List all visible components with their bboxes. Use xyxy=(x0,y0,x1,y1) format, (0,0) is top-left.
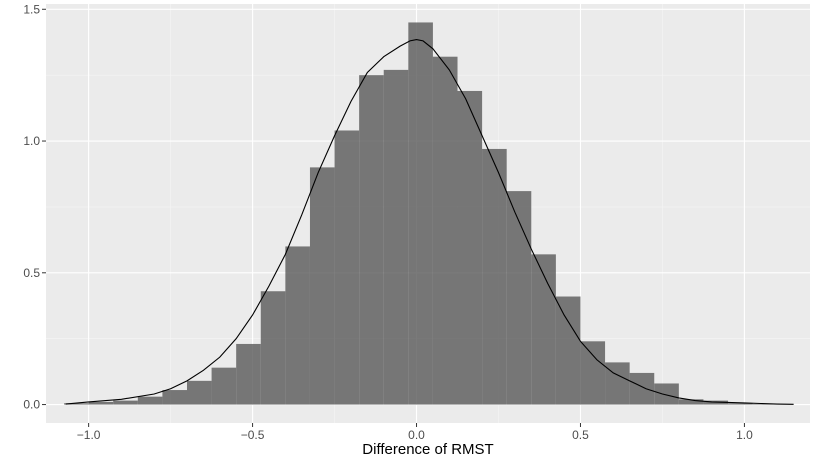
x-tick-label: 1.0 xyxy=(736,428,753,442)
x-tick-label: −0.5 xyxy=(241,428,265,442)
histogram-bar xyxy=(555,296,581,405)
histogram-bar xyxy=(383,69,409,405)
histogram-bar xyxy=(113,400,138,405)
histogram-bar xyxy=(309,167,335,405)
histogram-bar xyxy=(629,372,655,405)
histogram-bar xyxy=(728,403,753,405)
histogram-bar xyxy=(580,341,606,405)
histogram-bar xyxy=(285,246,310,405)
histogram-bar xyxy=(408,22,433,405)
histogram-bar xyxy=(752,404,778,405)
histogram-bar xyxy=(457,90,483,405)
density-curve xyxy=(65,39,794,405)
y-axis-ticks: 0.0 0.5 1.0 1.5 xyxy=(23,2,46,412)
histogram-bars xyxy=(64,22,794,405)
x-axis-ticks: −1.0 −0.5 0.0 0.5 1.0 xyxy=(77,423,753,442)
y-tick-label: 1.0 xyxy=(23,134,40,148)
x-tick-label: −1.0 xyxy=(77,428,101,442)
y-tick-label: 0.0 xyxy=(23,398,40,412)
histogram-bar xyxy=(531,254,556,405)
histogram-bar xyxy=(211,367,237,405)
histogram-bar xyxy=(654,383,679,405)
histogram-bar xyxy=(506,191,532,405)
histogram-bar xyxy=(162,390,187,405)
histogram-bar xyxy=(482,148,507,405)
histogram-bar xyxy=(359,75,384,405)
histogram-bar xyxy=(334,130,360,405)
histogram-bar xyxy=(88,401,114,405)
histogram-bar xyxy=(64,403,89,405)
x-tick-label: 0.5 xyxy=(572,428,589,442)
histogram-bar xyxy=(432,56,458,405)
histogram-bar xyxy=(186,380,212,405)
y-tick-label: 0.5 xyxy=(23,266,40,280)
x-tick-label: 0.0 xyxy=(408,428,425,442)
x-axis-title: Difference of RMST xyxy=(362,441,493,458)
histogram-bar xyxy=(236,343,261,405)
histogram-bar xyxy=(137,396,163,405)
y-tick-label: 1.5 xyxy=(23,2,40,16)
histogram-bar xyxy=(678,399,704,405)
histogram-bar xyxy=(260,291,286,405)
